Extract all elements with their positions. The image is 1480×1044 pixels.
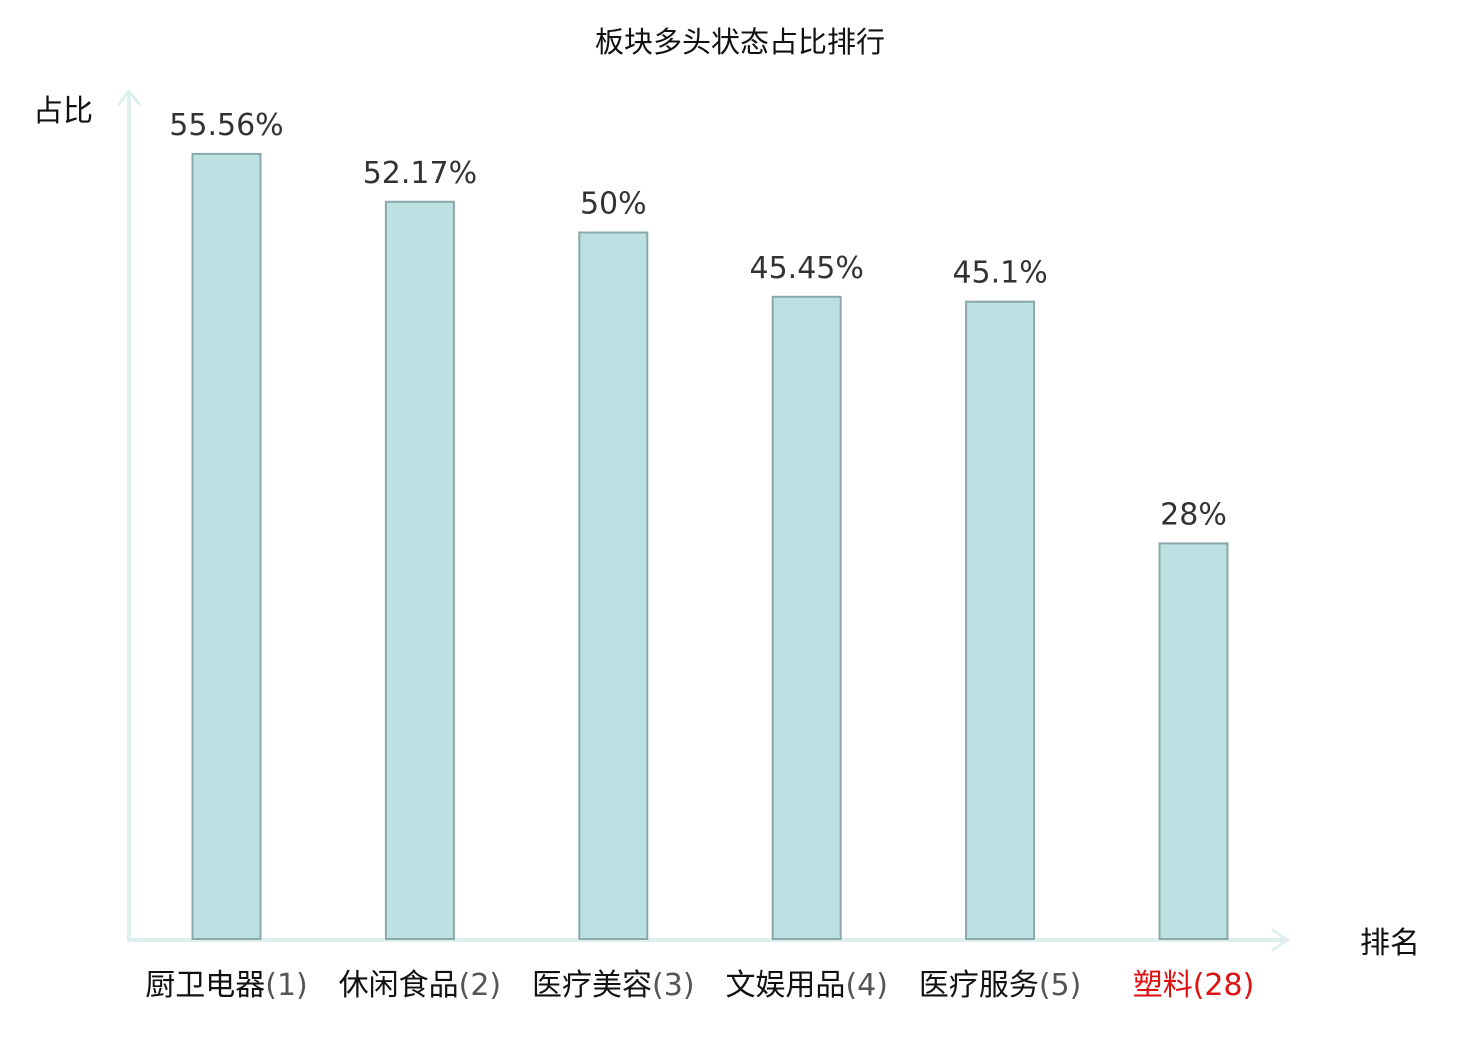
category-label: 医疗美容(3) (532, 968, 695, 1003)
category-name: 厨卫电器 (145, 968, 265, 1003)
y-axis-label: 占比 (33, 94, 93, 129)
category-name: 休闲食品 (339, 968, 459, 1003)
category-label: 文娱用品(4) (725, 968, 888, 1003)
value-label: 45.45% (750, 251, 864, 286)
x-axis-label: 排名 (1360, 926, 1420, 961)
y-axis-arrow (117, 89, 141, 106)
category-rank: (5) (1039, 968, 1082, 1003)
bar (771, 295, 842, 940)
value-label: 50% (580, 187, 647, 222)
category-rank: (3) (652, 968, 695, 1003)
bar (1158, 542, 1229, 941)
category-label: 休闲食品(2) (339, 968, 502, 1003)
category-name: 医疗美容 (532, 968, 652, 1003)
category-name: 塑料 (1133, 968, 1193, 1003)
category-name: 文娱用品 (725, 968, 845, 1003)
category-rank: (4) (845, 968, 888, 1003)
category-labels-group: 厨卫电器(1) 休闲食品(2) 医疗美容(3) 文娱用品(4) 医疗服务(5) 塑料(28… (145, 968, 1254, 1003)
bars-group (191, 152, 1229, 941)
chart-title: 板块多头状态占比排行 (595, 25, 885, 59)
value-label: 28% (1160, 497, 1227, 532)
category-label: 厨卫电器(1) (145, 968, 308, 1003)
category-name: 医疗服务 (919, 968, 1039, 1003)
value-labels-group: 55.56% 52.17% 50% 45.45% 45.1% 28% (169, 108, 1227, 533)
bar (191, 152, 262, 940)
category-label: 医疗服务(5) (919, 968, 1082, 1003)
x-axis-arrow (1271, 928, 1289, 952)
category-rank: (1) (265, 968, 308, 1003)
value-label: 52.17% (363, 156, 477, 191)
bar (578, 231, 649, 940)
value-label: 45.1% (952, 256, 1047, 291)
bar (965, 300, 1036, 940)
category-label: 塑料(28) (1133, 968, 1255, 1003)
category-rank: (28) (1193, 968, 1255, 1003)
value-label: 55.56% (169, 108, 283, 143)
bar (384, 200, 455, 941)
category-rank: (2) (459, 968, 502, 1003)
